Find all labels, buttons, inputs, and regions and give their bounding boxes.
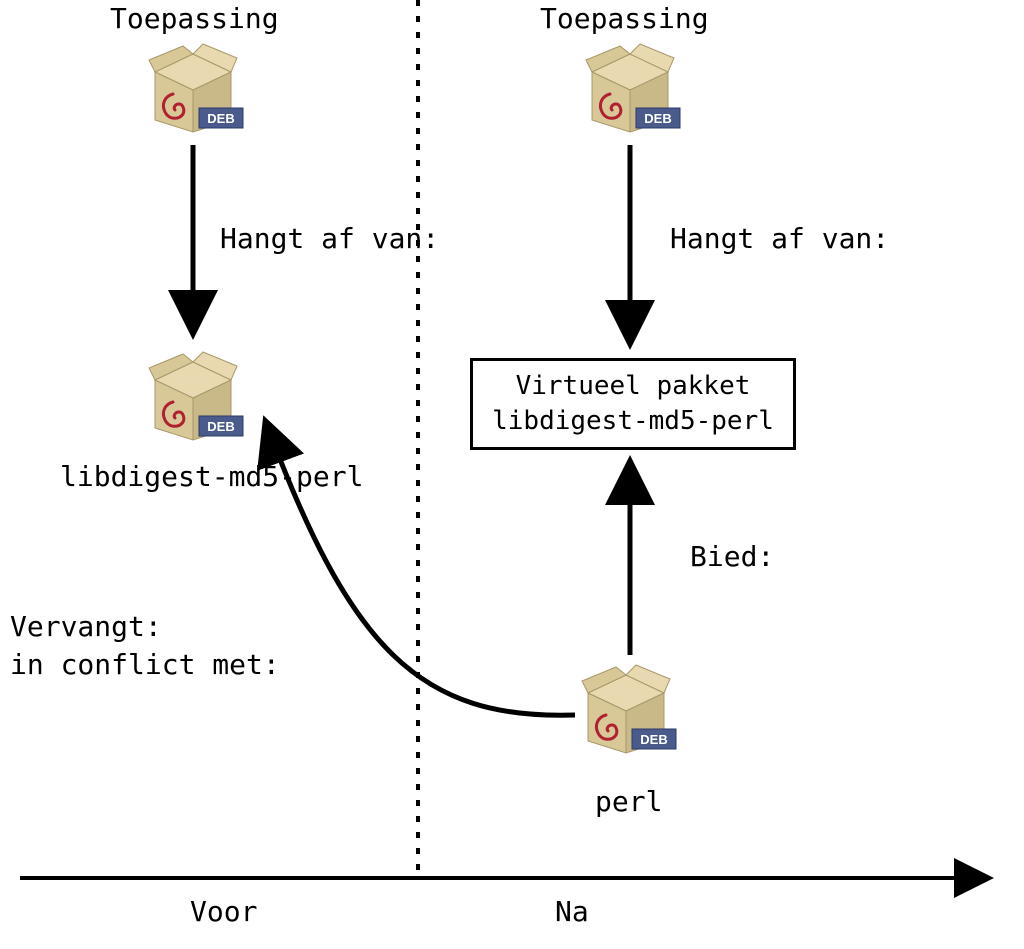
edge-provides-label: Bied: [690, 540, 774, 573]
deb-icon-perl [582, 665, 676, 753]
deb-icon-libdigest [149, 352, 243, 440]
timeline-after: Na [555, 895, 589, 928]
deb-icon-app-left [149, 44, 243, 132]
pkg-libdigest-label: libdigest-md5-perl [60, 460, 363, 493]
edge-replaces-label-2: in conflict met: [10, 648, 280, 681]
title-right: Toepassing [540, 2, 709, 35]
deb-icon-app-right [586, 44, 680, 132]
virtual-line1: Virtueel pakket [485, 369, 781, 404]
virtual-line2: libdigest-md5-perl [485, 404, 781, 439]
title-left: Toepassing [110, 2, 279, 35]
pkg-perl-label: perl [595, 785, 662, 818]
virtual-package-box: Virtueel pakket libdigest-md5-perl [470, 358, 796, 450]
edge-depends-right-label: Hangt af van: [670, 222, 889, 255]
edge-depends-left-label: Hangt af van: [220, 222, 439, 255]
timeline-before: Voor [190, 895, 257, 928]
edge-replaces-label-1: Vervangt: [10, 610, 162, 643]
